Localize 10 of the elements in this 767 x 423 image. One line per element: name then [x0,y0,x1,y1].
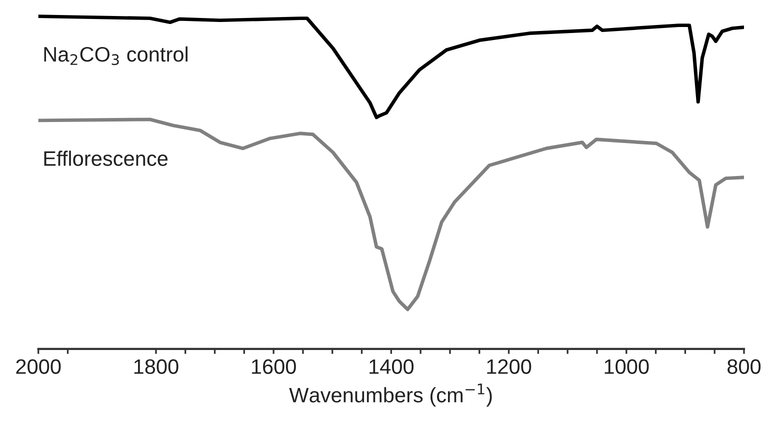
x-axis-title: Wavenumbers (cm$^{−1}$) [289,384,492,407]
x-tick-label: 1200 [487,359,532,374]
x-tick-label: 1400 [370,359,414,374]
x-tick-label: 2000 [16,359,61,374]
x-tick-label: 1800 [134,359,178,374]
annotation: Efflorescence [44,150,168,166]
x-tick-label: 1600 [252,359,296,374]
x-tick-label: 800 [728,359,761,374]
annotation: Na$_{2}$CO$_{3}$ control [44,46,188,66]
x-tick-label: 1000 [604,359,649,374]
